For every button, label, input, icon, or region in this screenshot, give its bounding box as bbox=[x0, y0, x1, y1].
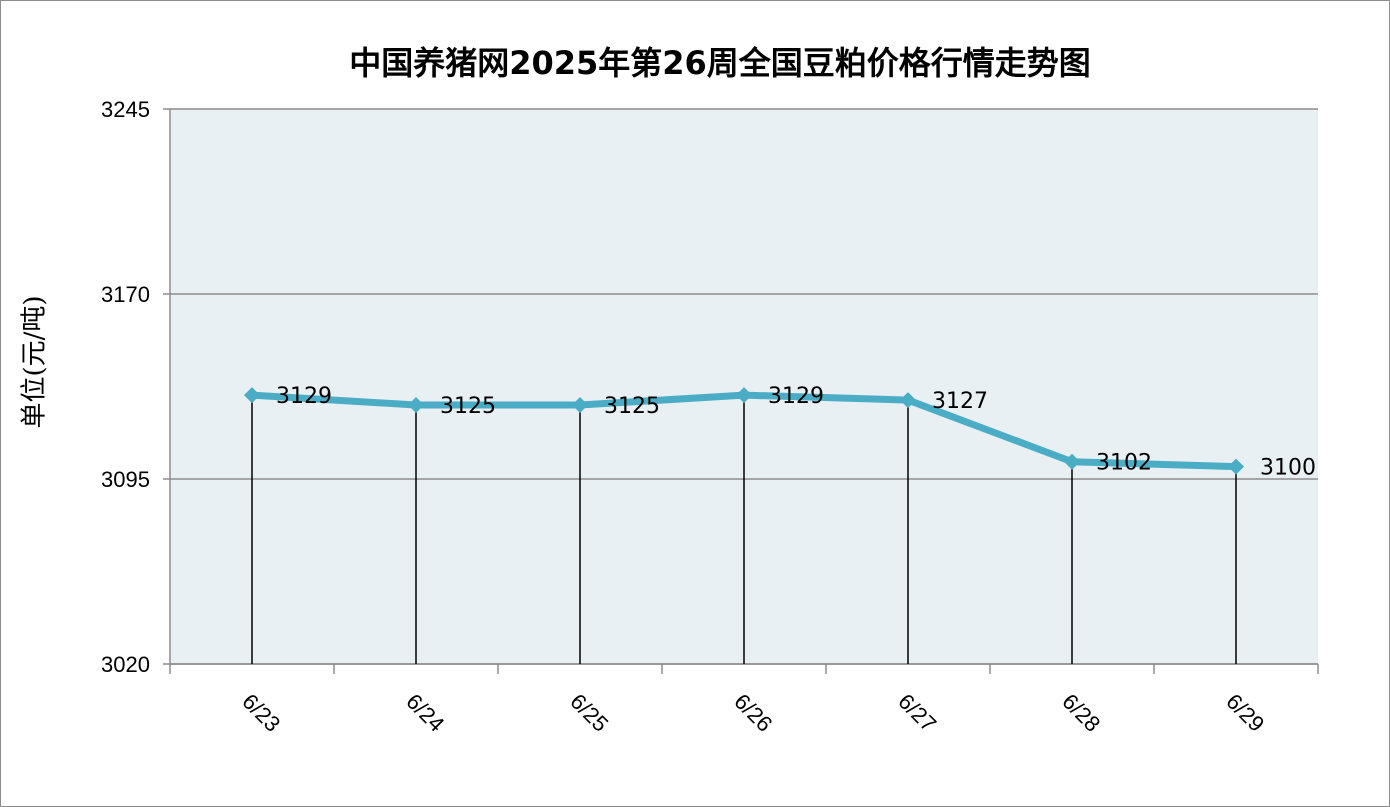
data-label: 3125 bbox=[440, 394, 496, 419]
y-tick-label: 3245 bbox=[101, 97, 150, 122]
x-tick-label: 6/25 bbox=[565, 689, 613, 737]
data-label: 3100 bbox=[1260, 456, 1316, 481]
data-point-marker bbox=[408, 397, 424, 413]
x-tick-label: 6/26 bbox=[729, 689, 777, 737]
x-tick-label: 6/28 bbox=[1057, 689, 1105, 737]
x-tick-label: 6/29 bbox=[1221, 689, 1269, 737]
chart-title: 中国养猪网2025年第26周全国豆粕价格行情走势图 bbox=[349, 44, 1091, 82]
x-tick-label: 6/23 bbox=[237, 689, 285, 737]
y-tick-label: 3095 bbox=[101, 467, 150, 492]
y-tick-label: 3020 bbox=[101, 652, 150, 677]
data-label: 3102 bbox=[1096, 451, 1152, 476]
x-tick-label: 6/27 bbox=[893, 689, 941, 737]
data-label: 3129 bbox=[768, 384, 824, 409]
data-point-marker bbox=[1064, 453, 1080, 470]
y-tick-label: 3170 bbox=[101, 282, 150, 307]
data-point-marker bbox=[572, 397, 588, 413]
data-point-marker bbox=[736, 387, 752, 404]
data-label: 3127 bbox=[932, 389, 988, 414]
x-tick-label: 6/24 bbox=[401, 689, 449, 737]
data-point-marker bbox=[244, 387, 260, 404]
data-label: 3125 bbox=[604, 394, 660, 419]
data-label: 3129 bbox=[276, 384, 332, 409]
data-point-marker bbox=[900, 392, 916, 409]
data-point-marker bbox=[1228, 458, 1244, 475]
